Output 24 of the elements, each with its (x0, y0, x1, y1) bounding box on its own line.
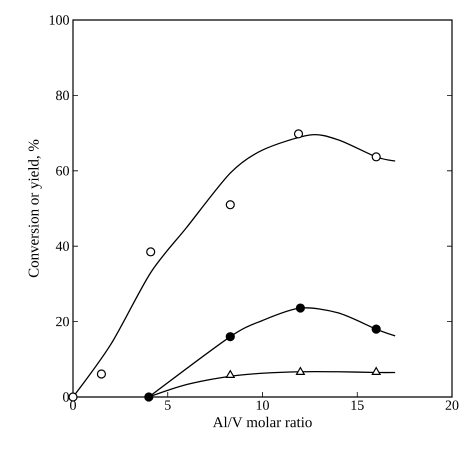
point (372, 367, 381, 375)
y-tick-label: 40 (56, 241, 69, 251)
point (296, 367, 305, 375)
x-axis-title: Al/V molar ratio (212, 416, 312, 428)
point (294, 129, 304, 138)
x-tick-label: 10 (256, 400, 269, 410)
y-tick-label: 0 (63, 392, 69, 402)
point (226, 370, 235, 378)
point (146, 247, 156, 256)
y-tick-label: 20 (56, 316, 69, 326)
point (372, 324, 381, 334)
point (296, 303, 305, 313)
point (372, 152, 381, 162)
point (96, 369, 106, 379)
x-tick-label: 20 (446, 400, 458, 410)
point (226, 332, 235, 342)
y-axis-title: Conversion or yield, % (28, 140, 42, 278)
x-tick-label: 15 (352, 400, 364, 410)
y-tick-label: 60 (56, 166, 69, 176)
x-tick-label: 5 (165, 400, 171, 410)
y-tick-label: 80 (56, 90, 69, 100)
point (226, 200, 235, 210)
y-tick-label: 100 (50, 15, 69, 25)
point (144, 392, 154, 402)
